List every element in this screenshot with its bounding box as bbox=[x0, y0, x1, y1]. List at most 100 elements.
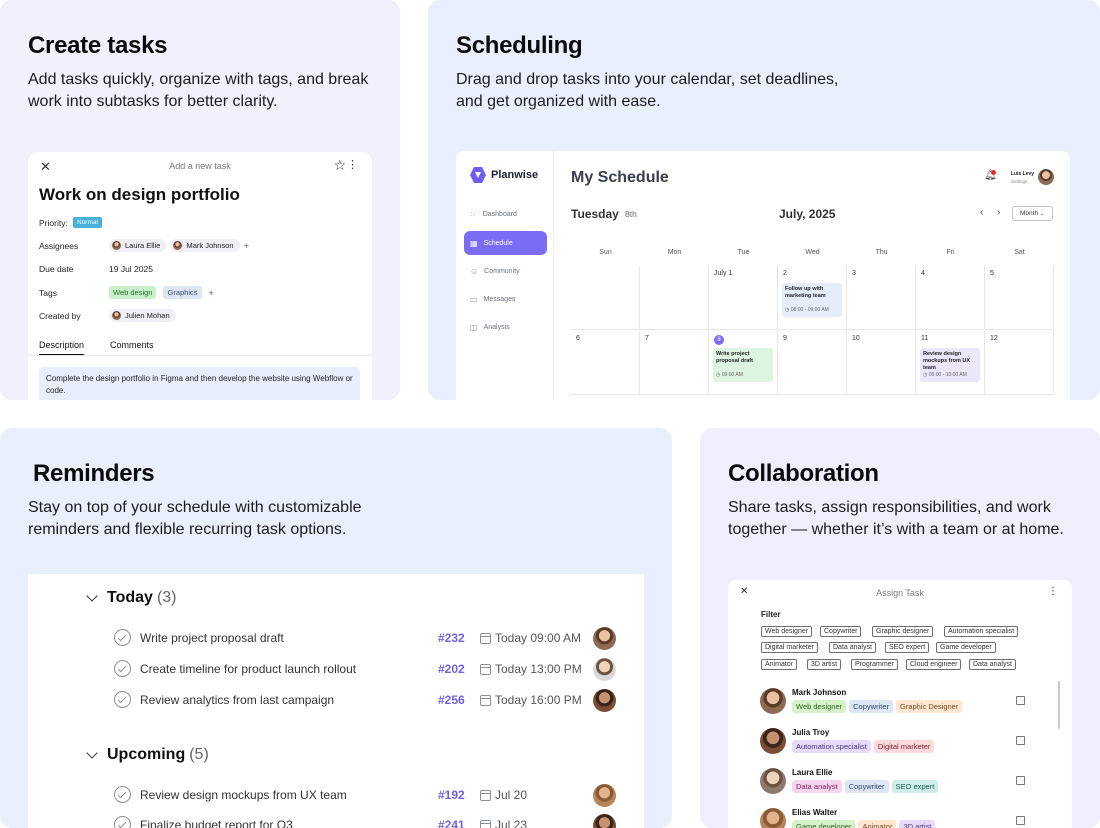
chevron-down-icon bbox=[86, 747, 98, 759]
upcoming-section-header[interactable]: Upcoming (5) bbox=[86, 746, 209, 764]
tag-chip[interactable]: Graphics bbox=[163, 286, 202, 299]
star-icon[interactable]: ☆ bbox=[333, 157, 346, 173]
filter-chip[interactable]: Web designer bbox=[761, 626, 813, 637]
select-checkbox[interactable] bbox=[1016, 736, 1025, 745]
tab-description[interactable]: Description bbox=[39, 340, 85, 355]
calendar-cell[interactable] bbox=[571, 266, 640, 330]
calendar-cell[interactable]: 10 bbox=[847, 331, 916, 395]
check-circle-icon[interactable] bbox=[114, 629, 131, 646]
filter-chip[interactable]: 3D artist bbox=[807, 659, 842, 670]
creator-chip[interactable]: Julien Mohan bbox=[109, 309, 176, 322]
avatar bbox=[593, 627, 616, 650]
description-field[interactable]: Complete the design portfolio in Figma a… bbox=[39, 367, 360, 400]
role-chips: Web designer Copywriter Graphic Designer bbox=[792, 700, 965, 713]
filter-chip[interactable]: Data analyst bbox=[829, 642, 876, 653]
created-by-label: Created by bbox=[39, 311, 81, 321]
calendar-cell[interactable]: 2 Follow up with marketing team ◷ 08:00 -… bbox=[778, 266, 847, 330]
calendar-cell[interactable]: July 1 bbox=[709, 266, 778, 330]
calendar-cell-today[interactable]: 8 Write project proposal draft ◷ 09:00 AM bbox=[709, 331, 778, 395]
calendar-cell[interactable]: 5 bbox=[985, 266, 1054, 330]
chevron-left-icon[interactable]: ‹ bbox=[980, 207, 984, 218]
due-date-value[interactable]: 19 Jul 2025 bbox=[109, 264, 153, 274]
calendar-cell[interactable]: 7 bbox=[640, 331, 709, 395]
check-circle-icon[interactable] bbox=[114, 786, 131, 803]
more-icon[interactable]: ⋮ bbox=[347, 159, 358, 171]
close-icon[interactable]: ✕ bbox=[40, 159, 51, 174]
create-tasks-description: Add tasks quickly, organize with tags, a… bbox=[28, 71, 369, 110]
add-assignee-icon[interactable]: + bbox=[243, 240, 249, 251]
role-chip: 3D artist bbox=[899, 820, 936, 828]
schedule-app: Planwise ⁙ Dashboard ▦ Schedule ☺ Community… bbox=[456, 151, 1070, 400]
reminder-row[interactable]: Review analytics from last campaign #256… bbox=[86, 689, 616, 712]
check-circle-icon[interactable] bbox=[114, 816, 131, 828]
avatar bbox=[112, 311, 121, 320]
calendar-icon bbox=[480, 632, 491, 644]
user-row[interactable]: Elias Walter Game developer Animator 3D … bbox=[760, 808, 1060, 828]
chevron-right-icon[interactable]: › bbox=[997, 207, 1001, 218]
notification-dot bbox=[991, 170, 996, 175]
user-row[interactable]: Julia Troy Automation specialist Digital… bbox=[760, 728, 1060, 758]
filter-chip[interactable]: Game developer bbox=[936, 642, 996, 653]
user-row[interactable]: Laura Ellie Data analyst Copywriter SEO … bbox=[760, 768, 1060, 798]
sidebar-item-community[interactable]: ☺ Community bbox=[470, 266, 520, 276]
sidebar-item-dashboard[interactable]: ⁙ Dashboard bbox=[470, 209, 517, 219]
scrollbar[interactable] bbox=[1058, 681, 1060, 729]
close-icon[interactable]: ✕ bbox=[740, 586, 749, 597]
calendar-event[interactable]: Review design mockups from UX team ◷ 09:0… bbox=[920, 348, 980, 382]
check-circle-icon[interactable] bbox=[114, 691, 131, 708]
assignee-chip[interactable]: Laura Ellie bbox=[109, 239, 167, 252]
assignee-chip[interactable]: Mark Johnson bbox=[170, 239, 240, 252]
bell-icon[interactable]: 🔔︎ bbox=[984, 170, 997, 181]
filter-chip[interactable]: Automation specialist bbox=[944, 626, 1019, 637]
filter-chip[interactable]: Graphic designer bbox=[872, 626, 934, 637]
reminder-row[interactable]: Create timeline for product launch rollo… bbox=[86, 658, 616, 681]
priority-badge[interactable]: Normal bbox=[73, 217, 102, 228]
reminder-row[interactable]: Review design mockups from UX team #192 … bbox=[86, 784, 616, 807]
tab-comments[interactable]: Comments bbox=[110, 340, 154, 350]
select-checkbox[interactable] bbox=[1016, 696, 1025, 705]
reminders-card: Reminders Stay on top of your schedule w… bbox=[0, 428, 672, 828]
calendar-cell[interactable]: 3 bbox=[847, 266, 916, 330]
add-tag-icon[interactable]: + bbox=[208, 287, 214, 298]
filter-chip[interactable]: SEO expert bbox=[885, 642, 930, 653]
filter-chip[interactable]: Programmer bbox=[851, 659, 898, 670]
collaboration-description: Share tasks, assign responsibilities, an… bbox=[728, 499, 1064, 538]
assign-task-panel: ✕ Assign Task ⋮ Filter Web designer Copy… bbox=[728, 580, 1072, 828]
filter-chip[interactable]: Copywriter bbox=[820, 626, 862, 637]
reminder-row[interactable]: Finalize budget report for Q3 #241 Jul 2… bbox=[86, 814, 616, 828]
avatar[interactable] bbox=[1038, 169, 1054, 185]
sidebar-item-schedule[interactable]: ▦ Schedule bbox=[464, 231, 547, 255]
sidebar-item-messages[interactable]: ▭ Messages bbox=[470, 294, 516, 304]
created-by: Julien Mohan bbox=[109, 309, 176, 322]
planwise-logo-icon bbox=[470, 167, 486, 183]
calendar-cell[interactable]: 11 Review design mockups from UX team ◷ 0… bbox=[916, 331, 985, 395]
today-section-header[interactable]: Today (3) bbox=[86, 589, 177, 607]
filter-chip[interactable]: Data analyst bbox=[969, 659, 1016, 670]
view-select[interactable]: Month ⌄ bbox=[1012, 206, 1053, 221]
select-checkbox[interactable] bbox=[1016, 776, 1025, 785]
select-checkbox[interactable] bbox=[1016, 816, 1025, 825]
avatar bbox=[760, 768, 786, 794]
weekday-header: Tue bbox=[737, 249, 750, 256]
role-chip: Graphic Designer bbox=[895, 700, 963, 713]
calendar-cell[interactable]: 9 bbox=[778, 331, 847, 395]
filter-chip[interactable]: Animator bbox=[761, 659, 798, 670]
calendar-cell[interactable] bbox=[640, 266, 709, 330]
calendar-event[interactable]: Follow up with marketing team ◷ 08:00 - 0… bbox=[782, 283, 842, 317]
calendar-cell[interactable]: 4 bbox=[916, 266, 985, 330]
calendar-cell[interactable]: 12 bbox=[985, 331, 1054, 395]
calendar-cell[interactable]: 6 bbox=[571, 331, 640, 395]
user-settings-link[interactable]: Settings bbox=[1011, 179, 1028, 184]
more-icon[interactable]: ⋮ bbox=[1048, 586, 1058, 597]
reminder-row[interactable]: Write project proposal draft #232 Today … bbox=[86, 627, 616, 650]
filter-chip[interactable]: Cloud engineer bbox=[906, 659, 962, 670]
sidebar: Planwise ⁙ Dashboard ▦ Schedule ☺ Community… bbox=[456, 151, 554, 400]
calendar-event[interactable]: Write project proposal draft ◷ 09:00 AM bbox=[713, 348, 773, 382]
avatar bbox=[593, 658, 616, 681]
tag-chip[interactable]: Web design bbox=[109, 286, 157, 299]
task-title[interactable]: Work on design portfolio bbox=[39, 185, 240, 204]
sidebar-item-analysis[interactable]: ◫ Analysis bbox=[470, 322, 510, 332]
check-circle-icon[interactable] bbox=[114, 660, 131, 677]
filter-chip[interactable]: Digital marketer bbox=[761, 642, 819, 653]
user-row[interactable]: Mark Johnson Web designer Copywriter Gra… bbox=[760, 688, 1060, 718]
